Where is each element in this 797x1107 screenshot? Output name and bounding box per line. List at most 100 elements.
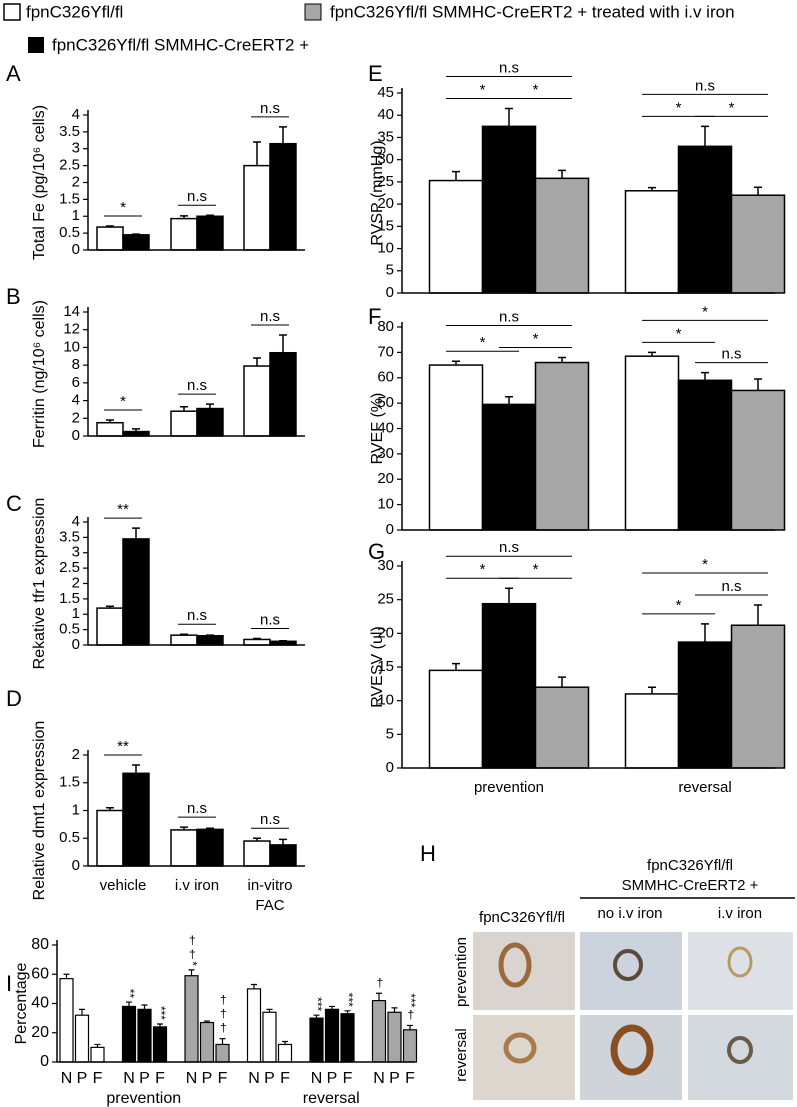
bar (196, 407, 224, 437)
y-tick-label: 10 (377, 240, 394, 257)
error-bar (180, 215, 188, 219)
error-bar (266, 1008, 273, 1013)
error-bar (180, 406, 188, 412)
error-bar (329, 1005, 335, 1010)
error-bar (701, 371, 709, 381)
significance-label: * (676, 325, 682, 342)
bar (624, 355, 680, 531)
bar (269, 142, 297, 251)
y-tick-label: 0 (386, 759, 394, 776)
bar (534, 361, 590, 531)
significance-label: * (120, 199, 126, 216)
y-tick-label: 15 (377, 658, 394, 675)
error-bar (754, 378, 762, 391)
y-tick-label: 70 (377, 343, 394, 360)
significance-label: * (480, 561, 486, 578)
y-tick-label: 30 (377, 557, 394, 574)
y-tick-label: 40 (377, 106, 394, 123)
y-tick-label: 20 (377, 195, 394, 212)
significance-label: ** (123, 989, 137, 999)
error-bar (754, 186, 762, 196)
y-tick-label: 4 (72, 513, 80, 530)
y-tick-label: 25 (377, 591, 394, 608)
y-tick-label: 45 (377, 84, 394, 101)
error-bar (206, 214, 214, 217)
error-bar (279, 126, 287, 144)
error-bar (132, 764, 140, 774)
vessel (498, 942, 532, 988)
x-tick-label: F (280, 1070, 290, 1087)
x-tick-label: P (389, 1070, 400, 1087)
group-title: SMMHC-CreERT2 + (622, 877, 759, 894)
panel-letter: H (420, 841, 436, 866)
bar (402, 1029, 418, 1063)
legend-label: fpnC326Yfl/fl SMMHC-CreERT2 + treated wi… (330, 2, 735, 21)
x-tick-label: N (61, 1070, 73, 1087)
bar (59, 978, 74, 1063)
error-bar (648, 686, 656, 694)
significance-label: * (533, 82, 539, 99)
significance-label: n.s (695, 77, 715, 94)
significance-label: n.s (721, 578, 741, 595)
x-tick-label: F (405, 1070, 415, 1087)
x-tick-label: N (373, 1070, 385, 1087)
error-bar (452, 170, 460, 181)
panel-letter: D (6, 686, 22, 711)
vessel (610, 1024, 654, 1076)
x-tick-label: P (77, 1070, 88, 1087)
micrograph (688, 932, 793, 1010)
bar (481, 602, 537, 769)
y-tick-label: 35 (377, 128, 394, 145)
bar (170, 410, 198, 437)
error-bar (701, 125, 709, 147)
bar (730, 624, 786, 769)
error-bar (279, 838, 287, 845)
error-bar (132, 527, 140, 539)
y-tick-label: 80 (31, 936, 49, 953)
bar (243, 365, 271, 437)
y-tick-label: 14 (63, 303, 80, 320)
bar (371, 999, 387, 1063)
bar (269, 844, 297, 867)
x-tick-label: P (202, 1070, 213, 1087)
group-label: prevention (106, 1090, 181, 1107)
y-tick-label: 4 (72, 106, 80, 123)
significance-label: n.s (187, 188, 207, 205)
error-bar (648, 186, 656, 191)
error-bar (106, 806, 114, 811)
significance-label: n.s (260, 100, 280, 117)
y-tick-label: 50 (377, 394, 394, 411)
y-tick-label: 0.5 (59, 224, 80, 241)
y-tick-label: 2 (72, 746, 80, 763)
error-bar (94, 1043, 101, 1048)
bar (677, 379, 733, 531)
significance-label: n.s (260, 308, 280, 325)
error-bar (313, 1014, 320, 1019)
x-tick-label: reversal (678, 779, 731, 796)
y-tick-label: 25 (377, 173, 394, 190)
bar (96, 809, 124, 867)
y-tick-label: 1 (72, 801, 80, 818)
bar (196, 828, 224, 867)
bar (428, 669, 484, 769)
significance-label: n.s (260, 811, 280, 828)
bar (277, 1043, 293, 1063)
panel-letter: E (368, 61, 383, 86)
x-tick-label: F (93, 1070, 103, 1087)
y-tick-label: 2.5 (59, 559, 80, 576)
vessel (503, 1032, 537, 1064)
y-tick-label: 2 (72, 173, 80, 190)
bar (96, 421, 124, 437)
y-tick-label: 20 (31, 1024, 49, 1041)
y-tick-label: 1.5 (59, 774, 80, 791)
x-tick-label: P (139, 1070, 150, 1087)
bar (215, 1043, 230, 1063)
bar (74, 1014, 90, 1063)
y-tick-label: 0.5 (59, 829, 80, 846)
legend-label: fpnC326Yfl/fl SMMHC-CreERT2 + (52, 35, 309, 54)
error-bar (188, 969, 195, 976)
error-bar (106, 605, 114, 609)
error-bar (558, 169, 566, 179)
y-tick-label: 2 (72, 574, 80, 591)
row-label: reversal (453, 1028, 470, 1081)
